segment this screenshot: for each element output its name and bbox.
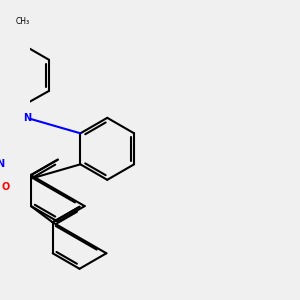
Text: N: N xyxy=(0,159,4,169)
Text: O: O xyxy=(2,182,10,192)
Text: CH₃: CH₃ xyxy=(15,17,29,26)
Text: N: N xyxy=(22,113,31,123)
